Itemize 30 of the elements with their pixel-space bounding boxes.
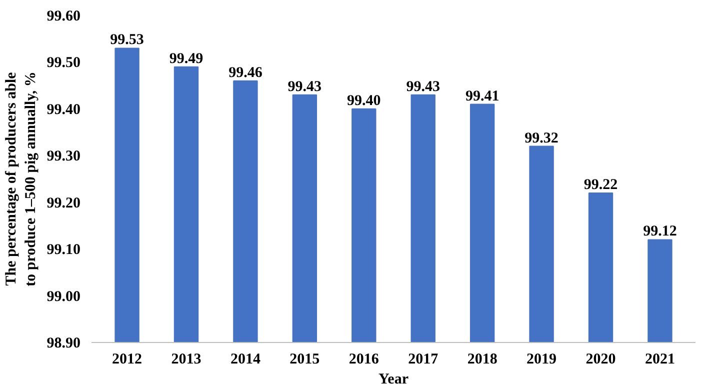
y-tick-label: 99.50 [46,55,80,72]
data-label: 99.41 [465,88,500,104]
x-tick-label: 2017 [408,352,439,368]
x-tick-label: 2014 [230,352,261,368]
data-label: 99.53 [110,32,144,48]
data-label: 99.22 [584,177,618,194]
y-axis-title: The percentage of producers able to produce 1–500 pig annually, % [4,72,39,286]
x-tick-label: 2012 [112,352,142,368]
data-label: 99.46 [228,64,263,81]
y-tick-label: 99.10 [46,242,80,258]
x-tick-label: 2013 [171,352,202,368]
x-tick-label: 2021 [644,352,675,368]
y-tick-label: 99.00 [46,288,80,305]
x-tick-label: 2019 [526,352,557,368]
x-axis-title: Year [378,372,409,388]
y-tick-label: 99.20 [46,195,80,212]
x-tick-label: 2015 [290,352,320,368]
y-tick-label: 99.60 [46,8,80,24]
x-tick-label: 2016 [348,352,380,368]
x-tick-label: 2018 [467,352,498,368]
data-label: 99.12 [643,224,677,240]
y-tick-label: 98.90 [46,336,80,352]
data-label: 99.40 [347,92,381,109]
data-label: 99.43 [288,78,322,95]
data-label: 99.43 [406,78,440,95]
y-tick-label: 99.40 [46,102,80,118]
y-tick-label: 99.30 [46,148,80,165]
x-tick-label: 2020 [586,352,616,368]
data-label: 99.49 [169,50,204,67]
data-label: 99.32 [524,130,558,146]
